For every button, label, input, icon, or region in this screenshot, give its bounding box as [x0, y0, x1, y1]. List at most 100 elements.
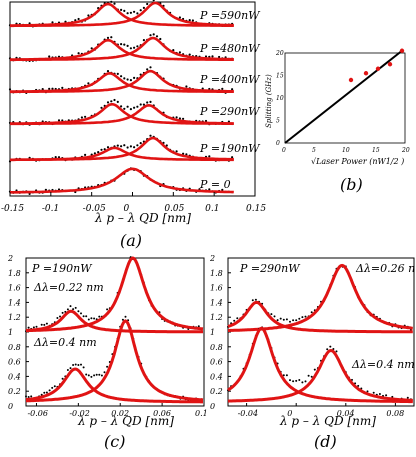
data-point [110, 0, 113, 3]
data-point [116, 72, 119, 75]
data-point [77, 52, 80, 55]
data-point [85, 315, 88, 318]
panel-b-ticks: 0 5 10 15 20 0 5 10 15 20 [275, 50, 410, 154]
data-point [51, 87, 54, 90]
fit-peak-0 [25, 367, 203, 404]
fit-peak-1 [228, 263, 413, 332]
panel-c-annotation-power: P =190nW [31, 262, 93, 275]
data-point [61, 311, 64, 314]
data-point [273, 315, 276, 318]
data-point [87, 14, 90, 17]
x-tick-label: -0.15 [1, 204, 24, 214]
x-tick-label: -0.05 [83, 204, 106, 214]
data-point [72, 364, 75, 366]
data-point [30, 395, 33, 398]
y-tick-label: 0.8 [210, 343, 223, 352]
data-point [301, 381, 304, 384]
data-point [57, 119, 61, 122]
data-point [133, 76, 136, 79]
data-point [120, 75, 123, 78]
panel-a-label: (a) [120, 231, 142, 250]
data-point [106, 101, 110, 104]
panel-b-ylabel: Splitting (GHz) [265, 74, 273, 128]
panel-c-xlabel: λ p – λ QD [nm] [77, 414, 174, 428]
data-point [56, 317, 59, 319]
data-point [90, 47, 93, 50]
data-point [178, 16, 181, 19]
data-point [64, 20, 67, 23]
panel-d-annotation-power: P =290nW [239, 262, 301, 275]
y-tick-label: 2 [7, 254, 13, 263]
data-point [106, 70, 110, 73]
data-point [27, 396, 30, 398]
data-point [77, 364, 80, 366]
x-tick-label: -0.06 [27, 409, 48, 418]
y-tick-label: 1.6 [210, 284, 223, 293]
panel-a-frame [9, 1, 256, 197]
data-point [165, 144, 168, 147]
y-tick-label: 0.8 [8, 343, 21, 352]
data-point [146, 101, 149, 104]
data-point [74, 19, 77, 22]
data-point [98, 315, 101, 318]
data-point [221, 87, 224, 90]
data-point [28, 22, 31, 25]
data-point [289, 320, 291, 323]
data-point [87, 82, 90, 85]
series-1 [8, 33, 234, 63]
data-point [106, 36, 110, 40]
data-point [61, 377, 64, 380]
data-point [53, 385, 56, 388]
data-point [97, 151, 100, 154]
data-point [236, 317, 239, 320]
data-point [69, 305, 72, 308]
data-point [159, 37, 162, 41]
panel-b-points [348, 48, 405, 83]
data-point [61, 119, 64, 122]
data-point [120, 145, 123, 148]
y-tick-label: 1.4 [8, 298, 21, 307]
data-point [69, 367, 72, 370]
fit-peak-0 [10, 167, 234, 194]
y-tick-label: 20 [275, 50, 284, 57]
data-point [100, 106, 103, 109]
data-point [120, 105, 123, 108]
series-3 [8, 98, 234, 126]
data-point [103, 148, 106, 151]
data-point [85, 373, 88, 376]
data-point [307, 374, 310, 377]
data-point [74, 306, 77, 309]
data-point [136, 45, 139, 48]
y-tick-label: 0 [276, 140, 280, 147]
data-point [126, 44, 129, 48]
data-point [285, 374, 288, 377]
scatter-point [375, 66, 381, 71]
data-point [123, 9, 126, 12]
x-tick-label: 0 [282, 147, 286, 154]
data-point [45, 391, 48, 394]
series-label-290: P =290nW [199, 105, 261, 118]
data-point [178, 117, 181, 120]
data-point [149, 100, 152, 103]
y-tick-label: 1.2 [210, 313, 223, 322]
data-point [113, 2, 116, 5]
data-point [54, 156, 57, 159]
data-point [113, 98, 116, 102]
data-point [357, 384, 360, 387]
data-point [8, 88, 12, 91]
data-point [32, 326, 35, 329]
series-5 [8, 167, 234, 195]
data-point [100, 374, 103, 377]
data-point [74, 363, 77, 366]
data-point [61, 86, 64, 89]
panel-d-curves [227, 263, 413, 404]
data-point [298, 317, 301, 320]
data-point [406, 396, 409, 399]
data-point [146, 2, 149, 6]
data-point [152, 0, 155, 2]
data-point [139, 73, 142, 76]
y-tick-label: 1 [210, 328, 215, 337]
data-point [304, 380, 307, 383]
data-point [43, 391, 46, 394]
x-tick-label: 0 [287, 409, 292, 418]
